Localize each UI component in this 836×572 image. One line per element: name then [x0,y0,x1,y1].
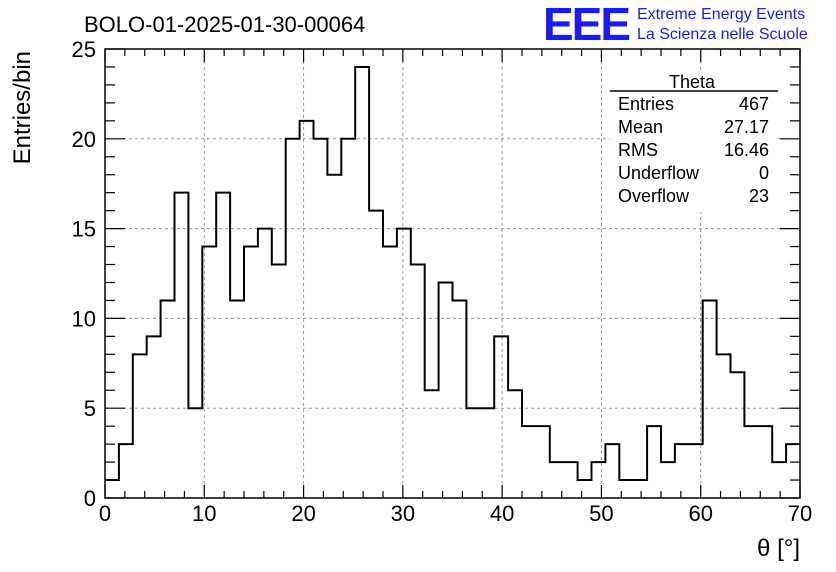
axis-ticks [104,48,801,499]
stats-title: Theta [669,72,716,92]
histogram-bin [758,426,772,498]
x-tick-label: 30 [391,501,415,526]
histogram-bin [147,336,161,498]
stats-label: Mean [618,117,663,137]
histogram-bin [605,444,619,498]
histogram-series [105,65,800,498]
y-tick-label: 5 [84,396,96,421]
x-tick-label: 0 [99,501,111,526]
brand-line2: La Scienza nelle Scuole [637,26,808,43]
histogram-bin [633,480,647,498]
histogram-bin [314,139,328,498]
stats-label: Underflow [618,163,700,183]
histogram-bin [230,300,244,498]
histogram-bin [341,139,355,498]
histogram-bin [397,229,411,498]
histogram-bin [119,444,133,498]
histogram-bin [786,444,800,498]
stats-label: RMS [618,140,658,160]
histogram-bin [216,193,230,498]
histogram-bin [244,247,258,498]
x-tick-label: 10 [192,501,216,526]
y-tick-label: 20 [72,127,96,152]
brand-line1: Extreme Energy Events [637,6,805,23]
x-axis-title: θ [°] [757,535,800,562]
histogram-bin [383,247,397,498]
histogram-bin [411,265,425,498]
histogram-bin [175,193,189,498]
x-tick-label: 40 [490,501,514,526]
y-tick-labels: 0 5 10 15 20 25 [72,37,96,511]
histogram-bin [536,426,550,498]
histogram-bin [661,462,675,498]
histogram-bin [480,408,494,498]
stats-rows: Entries 467 Mean 27.17 RMS 16.46 Underflow 0 Ove… [618,94,769,206]
histogram-bin [355,67,369,498]
histogram-bin [592,462,606,498]
histogram-bin [578,480,592,498]
histogram-bin [717,354,731,498]
histogram-bin [494,336,508,498]
histogram-bin [564,462,578,498]
histogram-bin [772,462,786,498]
stats-label: Overflow [618,186,690,206]
histogram-outline [105,65,800,482]
x-tick-label: 50 [589,501,613,526]
y-tick-label: 25 [72,37,96,62]
histogram-bin [369,211,383,498]
histogram-bin [272,265,286,498]
y-tick-label: 0 [84,486,96,511]
x-tick-label: 20 [291,501,315,526]
y-tick-label: 15 [72,217,96,242]
histogram-bin [744,426,758,498]
stats-value: 27.17 [724,117,769,137]
stats-box: Theta Entries 467 Mean 27.17 RMS 16.46 Underfl… [610,72,778,212]
histogram-bin [202,247,216,498]
histogram-bin [453,300,467,498]
stats-value: 16.46 [724,140,769,160]
brand-logo: EEE Extreme Energy Events La Scienza nel… [543,0,808,50]
histogram-bin [161,300,175,498]
histogram-bin [522,426,536,498]
stats-value: 467 [739,94,769,114]
histogram-bin [300,121,314,498]
histogram-bin [647,426,661,498]
histogram-bin [439,282,453,498]
x-tick-labels: 0 10 20 30 40 50 60 70 [99,501,812,526]
histogram-bin [133,354,147,498]
stats-label: Entries [618,94,674,114]
x-tick-label: 60 [688,501,712,526]
histogram-bin [425,390,439,498]
x-tick-label: 70 [788,501,812,526]
histogram-bin [327,175,341,498]
histogram-bin [731,372,745,498]
plot-frame [104,48,801,499]
stats-box-background [610,72,778,212]
histogram-bin [508,390,522,498]
histogram-bin [105,480,119,498]
histogram-bin [188,408,202,498]
histogram-bin [466,408,480,498]
brand-logo-text: EEE [543,0,629,50]
histogram-bin [286,139,300,498]
histogram-bin [675,444,689,498]
y-axis-title: Entries/bin [9,51,36,164]
histogram-bin [258,229,272,498]
stats-value: 0 [759,163,769,183]
y-tick-label: 10 [72,306,96,331]
chart-title: BOLO-01-2025-01-30-00064 [84,12,365,37]
histogram-bin [703,300,717,498]
stats-value: 23 [749,186,769,206]
